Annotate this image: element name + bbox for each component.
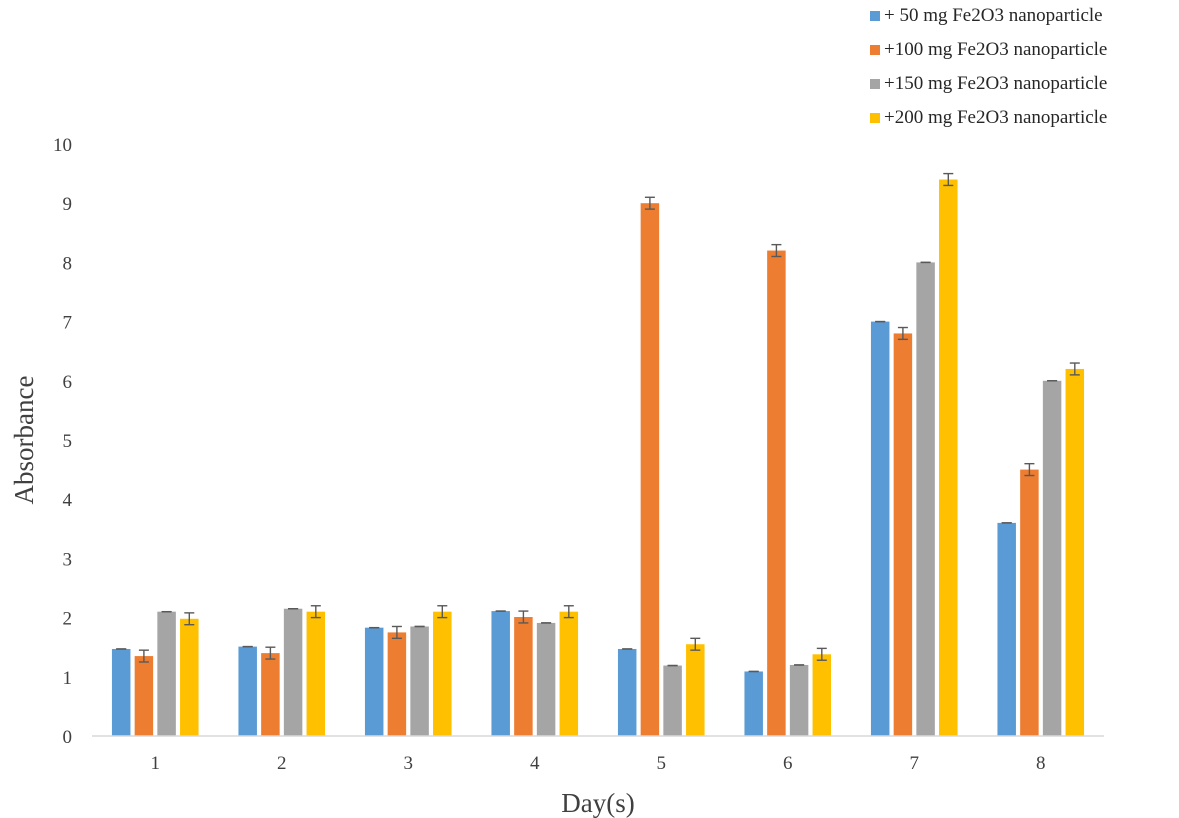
- y-tick-label: 2: [63, 609, 73, 630]
- error-bar: [563, 605, 574, 619]
- bar: [789, 664, 809, 736]
- legend: + 50 mg Fe2O3 nanoparticle +100 mg Fe2O3 …: [870, 5, 1108, 142]
- bar: [387, 632, 407, 736]
- error-bar: [265, 646, 276, 660]
- bar: [111, 648, 131, 736]
- y-tick-label: 0: [63, 727, 73, 748]
- bar: [939, 179, 958, 736]
- bar: [514, 617, 533, 736]
- error-bar: [184, 612, 195, 626]
- bar: [491, 611, 510, 736]
- y-axis-ticks: 0 1 2 3 4 5 6 7 8 9 10: [53, 135, 73, 748]
- x-tick-label: 2: [277, 753, 287, 774]
- legend-label: +200 mg Fe2O3 nanoparticle: [884, 107, 1108, 128]
- y-tick-label: 10: [53, 135, 72, 156]
- bar: [157, 611, 176, 736]
- legend-swatch: [870, 113, 880, 123]
- bar: [997, 522, 1016, 736]
- bar: [686, 644, 705, 736]
- bar: [536, 622, 556, 736]
- legend-item: +150 mg Fe2O3 nanoparticle: [870, 73, 1108, 94]
- y-tick-label: 6: [63, 372, 73, 393]
- legend-swatch: [870, 11, 880, 21]
- bar: [261, 653, 280, 736]
- y-tick-label: 7: [63, 313, 73, 334]
- error-bar: [1069, 362, 1080, 376]
- y-tick-label: 1: [63, 668, 73, 689]
- bar: [1020, 469, 1039, 736]
- error-bar: [1024, 462, 1035, 477]
- error-bar: [690, 637, 701, 651]
- bar: [893, 333, 913, 736]
- error-bar: [310, 605, 321, 619]
- error-bar: [391, 625, 402, 640]
- error-bar: [518, 610, 529, 624]
- legend-swatch: [870, 79, 880, 89]
- bar: [283, 608, 303, 736]
- x-tick-label: 3: [404, 753, 414, 774]
- x-tick-label: 7: [910, 753, 920, 774]
- bar: [559, 611, 579, 736]
- error-bar: [897, 326, 908, 341]
- bars: [111, 172, 1085, 736]
- bar: [180, 618, 199, 736]
- bar: [1042, 380, 1062, 736]
- x-axis-title: Day(s): [561, 788, 634, 818]
- error-bar: [644, 196, 655, 210]
- bar: [238, 646, 257, 736]
- legend-swatch: [870, 45, 880, 55]
- bar: [617, 648, 637, 736]
- bar: [306, 611, 326, 736]
- x-tick-label: 6: [783, 753, 793, 774]
- legend-label: + 50 mg Fe2O3 nanoparticle: [884, 5, 1103, 26]
- legend-item: + 50 mg Fe2O3 nanoparticle: [870, 5, 1107, 26]
- bar: [870, 321, 890, 736]
- legend-item: +200 mg Fe2O3 nanoparticle: [870, 107, 1108, 128]
- bar: [916, 262, 935, 736]
- bar: [134, 656, 154, 736]
- error-bar: [771, 243, 782, 258]
- y-tick-label: 4: [63, 490, 73, 511]
- x-tick-label: 8: [1036, 753, 1046, 774]
- bar: [812, 654, 832, 736]
- error-bar: [816, 647, 827, 661]
- legend-label: +150 mg Fe2O3 nanoparticle: [884, 73, 1108, 94]
- y-tick-label: 9: [63, 194, 73, 215]
- error-bar: [943, 172, 954, 187]
- bar: [1065, 368, 1085, 736]
- legend-item: +100 mg Fe2O3 nanoparticle: [870, 39, 1108, 60]
- error-bar: [138, 649, 149, 663]
- x-tick-label: 4: [530, 753, 540, 774]
- bar: [410, 626, 429, 736]
- error-bar: [437, 605, 448, 619]
- bar: [364, 627, 384, 736]
- bar: [744, 671, 763, 736]
- bar: [640, 203, 660, 736]
- x-axis-ticks: 1 2 3 4 5 6 7 8: [151, 753, 1046, 774]
- y-tick-label: 5: [63, 431, 73, 452]
- y-tick-label: 8: [63, 253, 73, 274]
- x-tick-label: 1: [151, 753, 161, 774]
- bar: [663, 665, 682, 736]
- y-axis-title: Absorbance: [9, 376, 39, 505]
- y-tick-label: 3: [63, 549, 73, 570]
- bar: [767, 250, 786, 736]
- legend-label: +100 mg Fe2O3 nanoparticle: [884, 39, 1108, 60]
- bar: [433, 611, 452, 736]
- x-tick-label: 5: [657, 753, 667, 774]
